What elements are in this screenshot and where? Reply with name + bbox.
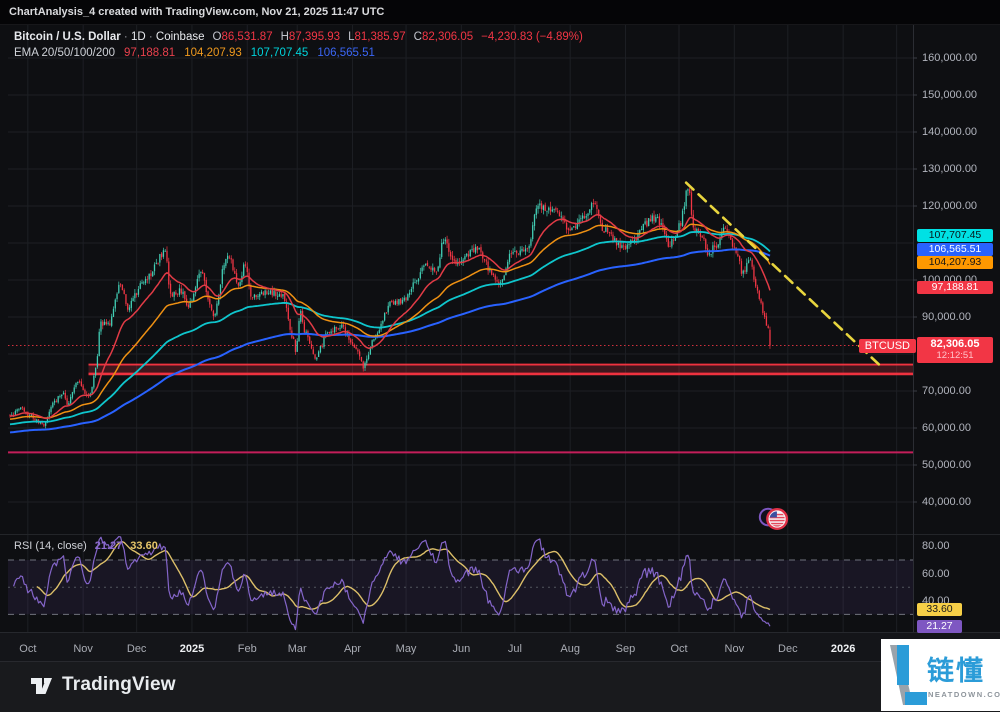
time-axis-label: Sep <box>615 643 636 655</box>
ohlc-value: 86,531.87 <box>221 31 273 43</box>
symbol-header[interactable]: Bitcoin / U.S. Dollar · 1D · Coinbase O86… <box>14 30 583 45</box>
ema-header-value: 97,188.81 <box>124 47 176 59</box>
watermark-cn-text: 链懂 <box>927 656 985 686</box>
time-axis-label: May <box>395 643 417 655</box>
ema-indicator-header[interactable]: EMA 20/50/100/200 97,188.81 104,207.93 107,… <box>14 46 375 61</box>
time-axis-label: Jun <box>452 643 471 655</box>
time-axis-label: Dec <box>778 643 798 655</box>
bar-countdown: 12:12:51 <box>936 350 974 361</box>
rsi-value: 21.27 <box>94 540 123 552</box>
rsi-title: RSI (14, close) <box>14 540 87 552</box>
ema-header-value: 106,565.51 <box>317 47 375 59</box>
rsi-indicator-header[interactable]: RSI (14, close) 21.27 33.60 <box>14 539 158 553</box>
time-axis-label: 2026 <box>830 643 856 655</box>
time-axis-label: Nov <box>73 643 93 655</box>
time-axis-label: Jul <box>507 643 522 655</box>
price-tick-label: 50,000.00 <box>922 459 971 471</box>
price-tick-label: 140,000.00 <box>922 126 978 138</box>
symbol-price-tag: BTCUSD <box>858 339 916 353</box>
change-value: −4,230.83 (−4.89%) <box>481 31 583 43</box>
price-tick-label: 70,000.00 <box>922 385 971 397</box>
ohlc-value: 87,395.93 <box>288 31 341 43</box>
price-tick-label: 60,000.00 <box>922 422 971 434</box>
time-axis-label: 2025 <box>179 643 205 655</box>
symbol-name: Bitcoin / U.S. Dollar <box>14 31 121 43</box>
price-tick-label: 130,000.00 <box>922 163 978 175</box>
time-axis-label: Feb <box>237 643 257 655</box>
ohlc-key: H <box>280 31 289 43</box>
ema-header-value: 107,707.45 <box>250 47 309 59</box>
ohlc-value: 82,306.05 <box>421 31 474 43</box>
watermark-logo-icon <box>890 645 927 705</box>
interval-label: 1D <box>130 31 146 43</box>
time-axis-label: Oct <box>19 643 37 655</box>
footer-bar: TradingView <box>0 661 1000 712</box>
time-axis-label: Nov <box>724 643 745 655</box>
last-price-value: 82,306.05 <box>930 338 980 350</box>
header-separator: · <box>120 31 131 43</box>
ohlc-key: C <box>413 31 422 43</box>
rsi-value-label: 33.60 <box>917 603 962 616</box>
watermark-site-text: NEATDOWN.COM <box>928 690 1000 699</box>
top-bar: ChartAnalysis_4 created with TradingView… <box>0 0 1000 25</box>
rsi-ma-value: 33.60 <box>130 540 158 552</box>
ema-value-label: 107,707.45 <box>917 228 993 242</box>
watermark-badge[interactable]: 链懂 NEATDOWN.COM <box>881 639 1000 711</box>
price-tick-label: 40,000.00 <box>922 496 971 508</box>
ohlc-key: L <box>348 31 355 43</box>
ohlc-key: O <box>212 31 222 43</box>
time-axis-label: Dec <box>126 643 147 655</box>
time-axis-label: Mar <box>287 643 307 655</box>
tradingview-brand-text[interactable]: TradingView <box>62 674 176 695</box>
rsi-value-label: 21.27 <box>917 619 962 633</box>
header-separator: · <box>145 31 156 43</box>
last-price-label: 82,306.05 12:12:51 <box>917 337 993 363</box>
time-axis-label: Apr <box>343 643 362 655</box>
ema-header-value: 104,207.93 <box>184 47 242 59</box>
rsi-tick-label: 60.00 <box>922 567 950 580</box>
top-bar-title: ChartAnalysis_4 created with TradingView… <box>9 6 385 18</box>
economic-event-icon <box>758 507 789 531</box>
time-axis-label: Oct <box>670 643 688 655</box>
time-axis-label: Aug <box>560 643 580 655</box>
price-tick-label: 150,000.00 <box>922 89 978 101</box>
tradingview-logo-icon[interactable] <box>28 673 54 704</box>
rsi-tick-label: 80.00 <box>922 540 950 553</box>
price-tick-label: 120,000.00 <box>922 200 978 212</box>
ema-value-label: 106,565.51 <box>917 242 993 256</box>
exchange-label: Coinbase <box>155 31 205 43</box>
ohlc-value: 81,385.97 <box>354 31 406 43</box>
ema-value-label: 97,188.81 <box>917 280 993 294</box>
ema-title: EMA 20/50/100/200 <box>14 47 116 59</box>
price-tick-label: 160,000.00 <box>922 52 978 64</box>
ema-value-label: 104,207.93 <box>917 255 993 269</box>
price-tick-label: 90,000.00 <box>922 311 971 323</box>
